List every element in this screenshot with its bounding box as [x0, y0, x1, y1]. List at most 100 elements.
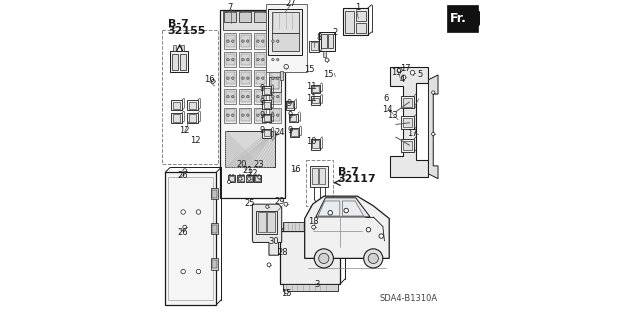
Bar	[224, 70, 236, 86]
Circle shape	[266, 205, 269, 208]
Bar	[311, 85, 320, 93]
Bar	[220, 10, 285, 198]
Bar	[401, 96, 414, 108]
Bar	[228, 175, 235, 182]
Bar	[211, 223, 218, 234]
Bar	[264, 101, 270, 108]
Circle shape	[312, 225, 316, 229]
Bar	[312, 86, 319, 92]
Text: 9: 9	[286, 99, 291, 108]
Circle shape	[232, 58, 234, 61]
Circle shape	[242, 58, 244, 61]
Polygon shape	[316, 198, 370, 217]
Circle shape	[196, 210, 201, 214]
Bar	[239, 52, 252, 67]
Circle shape	[276, 95, 279, 98]
Circle shape	[284, 64, 289, 69]
Text: 6: 6	[383, 94, 389, 103]
Bar	[241, 54, 250, 65]
Bar	[280, 231, 340, 284]
Bar	[268, 9, 302, 55]
Bar	[271, 33, 299, 51]
Bar	[258, 174, 259, 175]
Circle shape	[232, 40, 234, 42]
Bar	[173, 45, 177, 51]
Bar	[271, 38, 280, 48]
Bar	[255, 176, 260, 181]
Circle shape	[271, 114, 274, 116]
Bar	[287, 102, 293, 108]
Bar	[224, 108, 236, 123]
Bar	[319, 168, 325, 184]
Text: 28: 28	[277, 248, 287, 256]
Text: B-7: B-7	[337, 167, 358, 177]
Bar	[239, 12, 251, 22]
Text: 21: 21	[242, 166, 253, 175]
Polygon shape	[478, 10, 486, 26]
Bar	[401, 116, 414, 129]
Bar	[311, 96, 320, 105]
Text: 20: 20	[236, 160, 246, 169]
Text: 32117: 32117	[337, 174, 376, 184]
Circle shape	[262, 77, 264, 79]
Bar	[271, 91, 280, 102]
Bar	[211, 188, 218, 199]
Circle shape	[271, 58, 274, 61]
Bar	[226, 91, 235, 102]
Bar	[343, 8, 368, 35]
Bar	[237, 175, 244, 182]
Bar	[269, 70, 282, 86]
Text: 32155: 32155	[168, 26, 206, 36]
Text: 12: 12	[189, 136, 200, 145]
Circle shape	[262, 40, 264, 42]
Bar	[211, 258, 218, 270]
Text: 29: 29	[275, 197, 285, 206]
Bar	[223, 11, 282, 30]
Circle shape	[284, 202, 288, 206]
Bar	[241, 109, 250, 121]
Bar	[310, 41, 319, 52]
Polygon shape	[318, 201, 340, 216]
Text: 9: 9	[259, 111, 264, 120]
Bar	[224, 33, 236, 49]
Polygon shape	[342, 201, 364, 216]
Bar	[280, 71, 284, 80]
Text: 15: 15	[280, 289, 291, 298]
Circle shape	[232, 114, 234, 116]
Bar	[319, 32, 335, 51]
Bar	[269, 77, 281, 92]
Bar	[212, 260, 217, 268]
Circle shape	[262, 58, 264, 61]
Text: 9: 9	[259, 84, 264, 93]
Bar	[171, 113, 182, 123]
Bar	[269, 52, 282, 67]
Bar	[256, 72, 265, 84]
Circle shape	[227, 77, 229, 79]
Text: 7: 7	[227, 3, 233, 11]
Text: 30: 30	[268, 237, 279, 246]
Bar	[239, 174, 240, 175]
Bar	[285, 101, 294, 110]
Circle shape	[227, 180, 230, 183]
Bar	[172, 54, 178, 70]
Bar	[171, 100, 182, 110]
Text: Fr.: Fr.	[450, 12, 467, 25]
Bar	[225, 131, 275, 167]
Bar	[289, 114, 298, 122]
Circle shape	[285, 290, 289, 294]
Bar	[246, 175, 253, 182]
Bar	[250, 174, 251, 175]
Circle shape	[181, 269, 186, 274]
Circle shape	[401, 75, 406, 79]
Circle shape	[211, 79, 215, 83]
Bar	[241, 35, 250, 47]
Bar	[307, 160, 333, 206]
Text: 5: 5	[418, 70, 423, 78]
Bar	[254, 175, 261, 182]
Bar	[254, 52, 266, 67]
Text: 11: 11	[306, 94, 316, 103]
Bar	[271, 79, 280, 89]
Bar	[403, 141, 412, 150]
Circle shape	[271, 40, 274, 42]
Text: 2: 2	[332, 28, 338, 37]
